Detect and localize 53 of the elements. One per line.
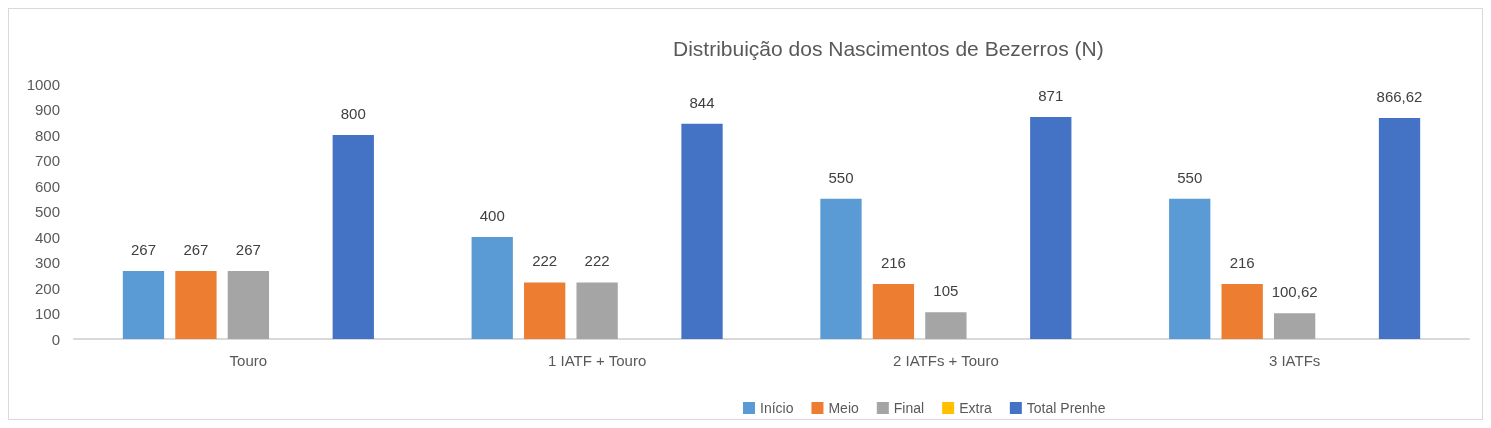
bar: [1221, 283, 1263, 339]
legend-label: Total Prenhe: [1026, 400, 1106, 416]
data-label: 550: [828, 168, 854, 186]
x-tick-label: 3 IATFs: [1268, 352, 1321, 369]
chart-title: Distribuição dos Nascimentos de Bezerros (N): [673, 37, 1104, 60]
bar: [1030, 116, 1072, 339]
y-tick-label: 100: [34, 305, 60, 322]
data-label: 400: [479, 207, 505, 224]
data-label: 105: [933, 282, 959, 300]
bar: [122, 270, 165, 339]
bar: [1378, 118, 1421, 339]
bar: [332, 135, 374, 339]
bar: [681, 123, 723, 339]
y-tick-label: 0: [51, 330, 60, 348]
data-label: 871: [1038, 86, 1064, 104]
legend-label: Extra: [959, 400, 993, 416]
x-tick-label: Touro: [229, 352, 268, 369]
data-label: 222: [532, 252, 558, 270]
bar: [227, 270, 270, 339]
data-label: 216: [1229, 253, 1255, 271]
y-tick-label: 900: [34, 101, 60, 118]
y-tick-label: 300: [34, 254, 60, 271]
data-label: 222: [584, 252, 610, 270]
bar: [872, 283, 915, 339]
data-label: 216: [880, 253, 906, 271]
y-tick-label: 200: [34, 279, 60, 297]
x-tick-label: 1 IATF + Touro: [548, 352, 647, 369]
y-tick-label: 700: [34, 152, 60, 169]
bar: [1273, 313, 1316, 339]
data-label: 844: [689, 93, 715, 111]
legend-label: Final: [893, 400, 925, 416]
x-tick-label: 2 IATFs + Touro: [893, 352, 999, 369]
bar: [925, 312, 967, 339]
bar: [820, 198, 862, 339]
y-tick-label: 500: [34, 203, 60, 220]
data-label: 267: [235, 240, 261, 258]
bar: [524, 282, 566, 339]
y-tick-label: 1000: [26, 75, 60, 93]
data-label: 550: [1177, 168, 1203, 186]
data-label: 800: [340, 105, 366, 122]
data-label: 100,62: [1271, 283, 1318, 301]
data-label: 267: [130, 240, 156, 258]
y-tick-label: 800: [34, 126, 60, 144]
bar: [471, 237, 513, 339]
y-tick-label: 400: [34, 228, 60, 246]
bar: [576, 282, 618, 339]
bar: [1169, 198, 1211, 339]
y-tick-label: 600: [34, 177, 60, 195]
data-label: 866,62: [1376, 88, 1423, 106]
legend-label: Início: [760, 400, 794, 416]
bar: [175, 270, 217, 339]
legend-label: Meio: [828, 400, 860, 416]
data-label: 267: [183, 240, 209, 258]
